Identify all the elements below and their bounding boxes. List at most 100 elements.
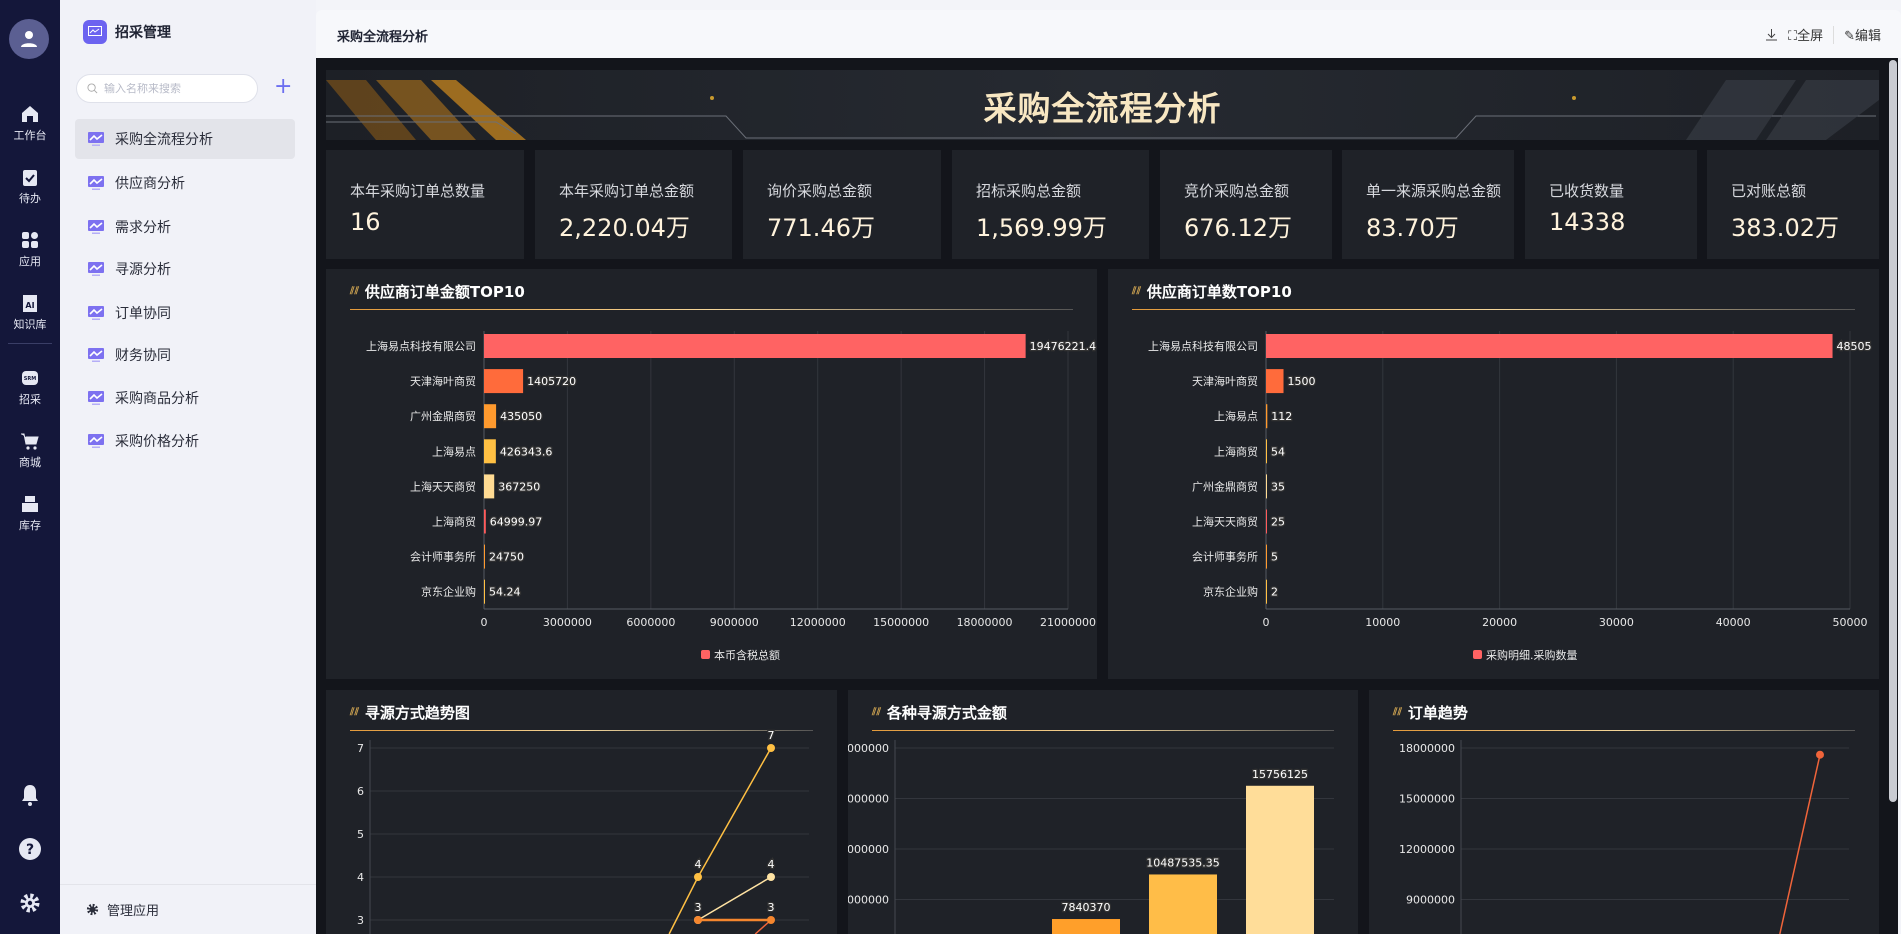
x-tick-label: 30000	[1599, 616, 1634, 629]
sidebar-item[interactable]: 供应商分析	[75, 163, 295, 203]
y-category-label: 会计师事务所	[1192, 551, 1258, 564]
kpi-label: 竞价采购总金额	[1184, 182, 1290, 200]
edit-button[interactable]: ✎编辑	[1844, 29, 1881, 44]
bar	[1266, 439, 1267, 464]
rail-item-todo[interactable]: 待办	[0, 167, 60, 206]
rail-item-workbench[interactable]: 工作台	[0, 104, 60, 143]
bar	[484, 439, 496, 464]
legend-swatch	[1473, 650, 1482, 659]
user-avatar[interactable]	[9, 19, 49, 59]
data-label: 367250	[498, 480, 540, 493]
title-stripes-icon: ⫽⫽	[350, 707, 359, 718]
search-box[interactable]	[76, 74, 258, 103]
page-title: 采购全流程分析	[337, 30, 429, 45]
bar	[484, 334, 1026, 358]
y-tick-label: 6	[357, 785, 364, 798]
y-category-label: 上海易点	[432, 444, 476, 458]
sourcing-amount-chart: 18000000 15000000 12000000 9000000 7840370 10…	[848, 740, 1334, 934]
chart-line-icon	[88, 434, 104, 448]
order-trend-chart: 18000000 15000000 12000000 9000000	[1399, 740, 1849, 934]
bar	[1266, 369, 1284, 394]
manage-apps-button[interactable]: 管理应用	[60, 884, 316, 934]
kpi-card: 本年采购订单总金额 2,220.04万	[535, 150, 732, 259]
search-icon	[87, 83, 98, 94]
series-line	[697, 876, 772, 921]
data-label: 48505	[1837, 340, 1872, 353]
chart-line-icon	[88, 262, 104, 276]
y-tick-label: 9000000	[1406, 894, 1455, 907]
gear-icon	[86, 903, 99, 916]
download-icon[interactable]	[1765, 28, 1778, 41]
data-label: 112	[1271, 410, 1292, 423]
rail-item-inventory[interactable]: 库存	[0, 494, 60, 533]
rail-item-mall[interactable]: 商城	[0, 431, 60, 470]
data-label: 64999.97	[490, 516, 543, 529]
y-tick-label: 12000000	[1399, 843, 1455, 856]
y-category-label: 京东企业购	[421, 585, 476, 599]
kpi-value: 83.70万	[1366, 214, 1459, 242]
data-label: 3	[768, 901, 775, 914]
y-category-label: 广州金鼎商贸	[410, 409, 476, 423]
data-label: 19476221.4	[1030, 340, 1096, 353]
dashboard-title: 采购全流程分析	[983, 89, 1222, 128]
x-tick-label: 15000000	[873, 616, 929, 629]
fullscreen-button[interactable]: ⛶全屏	[1787, 29, 1824, 44]
chart-panel-order-trend: ⫽⫽ 订单趋势 18000000 15000000 12000000 9000000	[1369, 690, 1879, 934]
chart-panel-supplier-amount: ⫽⫽ 供应商订单金额TOP10 0 3000000 6000000 9000000 1200…	[326, 269, 1097, 679]
bar	[1266, 509, 1267, 534]
rail-item-apps[interactable]: 应用	[0, 230, 60, 269]
y-tick-label: 7	[357, 742, 364, 755]
chart-panel-supplier-count: ⫽⫽ 供应商订单数TOP10 0 10000 20000 30000 40000 50000 上…	[1108, 269, 1879, 679]
clipboard-check-icon	[23, 170, 37, 186]
chart-panel-sourcing-trend: ⫽⫽ 寻源方式趋势图 7 6 5 4 3 4 7 3 4 3	[326, 690, 837, 934]
y-category-label: 天津海叶商贸	[1192, 374, 1258, 388]
help-icon[interactable]: ?	[18, 837, 42, 861]
kpi-card: 已对账总额 383.02万	[1707, 150, 1879, 259]
sidebar-item-label: 供应商分析	[115, 176, 185, 192]
sidebar-item-label: 采购价格分析	[115, 434, 199, 450]
kpi-value: 14338	[1549, 208, 1626, 236]
y-category-label: 上海商贸	[1214, 444, 1258, 458]
add-button[interactable]: +	[274, 74, 293, 99]
legend-swatch	[701, 650, 710, 659]
chart-line-icon	[88, 132, 104, 146]
sidebar-item-label: 需求分析	[115, 220, 171, 236]
chart-line-icon	[88, 348, 104, 362]
data-label: 7	[768, 729, 775, 742]
banner-decoration	[326, 80, 1879, 140]
bar	[1266, 334, 1833, 358]
y-tick-label: 18000000	[1399, 742, 1455, 755]
chart-line-icon	[88, 306, 104, 320]
toolbar-divider	[1833, 25, 1835, 44]
sidebar-item[interactable]: 订单协同	[75, 293, 295, 333]
search-input[interactable]	[104, 82, 244, 95]
data-label: 24750	[489, 551, 524, 564]
y-tick-label: 3	[357, 914, 364, 927]
sidebar-item[interactable]: 需求分析	[75, 207, 295, 247]
sidebar-item[interactable]: 采购价格分析	[75, 421, 295, 461]
sidebar-item-label: 订单协同	[115, 306, 171, 322]
srm-icon: SRM	[22, 371, 38, 385]
rail-item-knowledge[interactable]: AI 知识库	[0, 293, 60, 332]
data-label: 15756125	[1252, 768, 1308, 781]
bar	[1266, 404, 1268, 429]
bell-icon[interactable]	[19, 783, 41, 807]
y-category-label: 广州金鼎商贸	[1192, 479, 1258, 493]
x-tick-label: 12000000	[790, 616, 846, 629]
sidebar-item[interactable]: 采购全流程分析	[75, 119, 295, 159]
data-point	[767, 916, 775, 924]
data-point	[767, 873, 775, 881]
page-header: 采购全流程分析 ⛶全屏 ✎编辑	[316, 10, 1901, 58]
data-label: 3	[695, 901, 702, 914]
data-point	[694, 873, 702, 881]
sidebar-item[interactable]: 采购商品分析	[75, 378, 295, 418]
y-tick-label: 9000000	[848, 894, 889, 907]
sidebar-item[interactable]: 寻源分析	[75, 249, 295, 289]
rail-item-srm[interactable]: SRM 招采	[0, 368, 60, 407]
gear-icon[interactable]	[19, 892, 41, 914]
scrollbar[interactable]	[1889, 60, 1897, 802]
sidebar-item[interactable]: 财务协同	[75, 335, 295, 375]
supplier-count-chart: 0 10000 20000 30000 40000 50000 上海易点科技有限公司 4850…	[1148, 331, 1873, 662]
data-label: 54	[1271, 445, 1285, 458]
user-icon	[21, 31, 37, 47]
